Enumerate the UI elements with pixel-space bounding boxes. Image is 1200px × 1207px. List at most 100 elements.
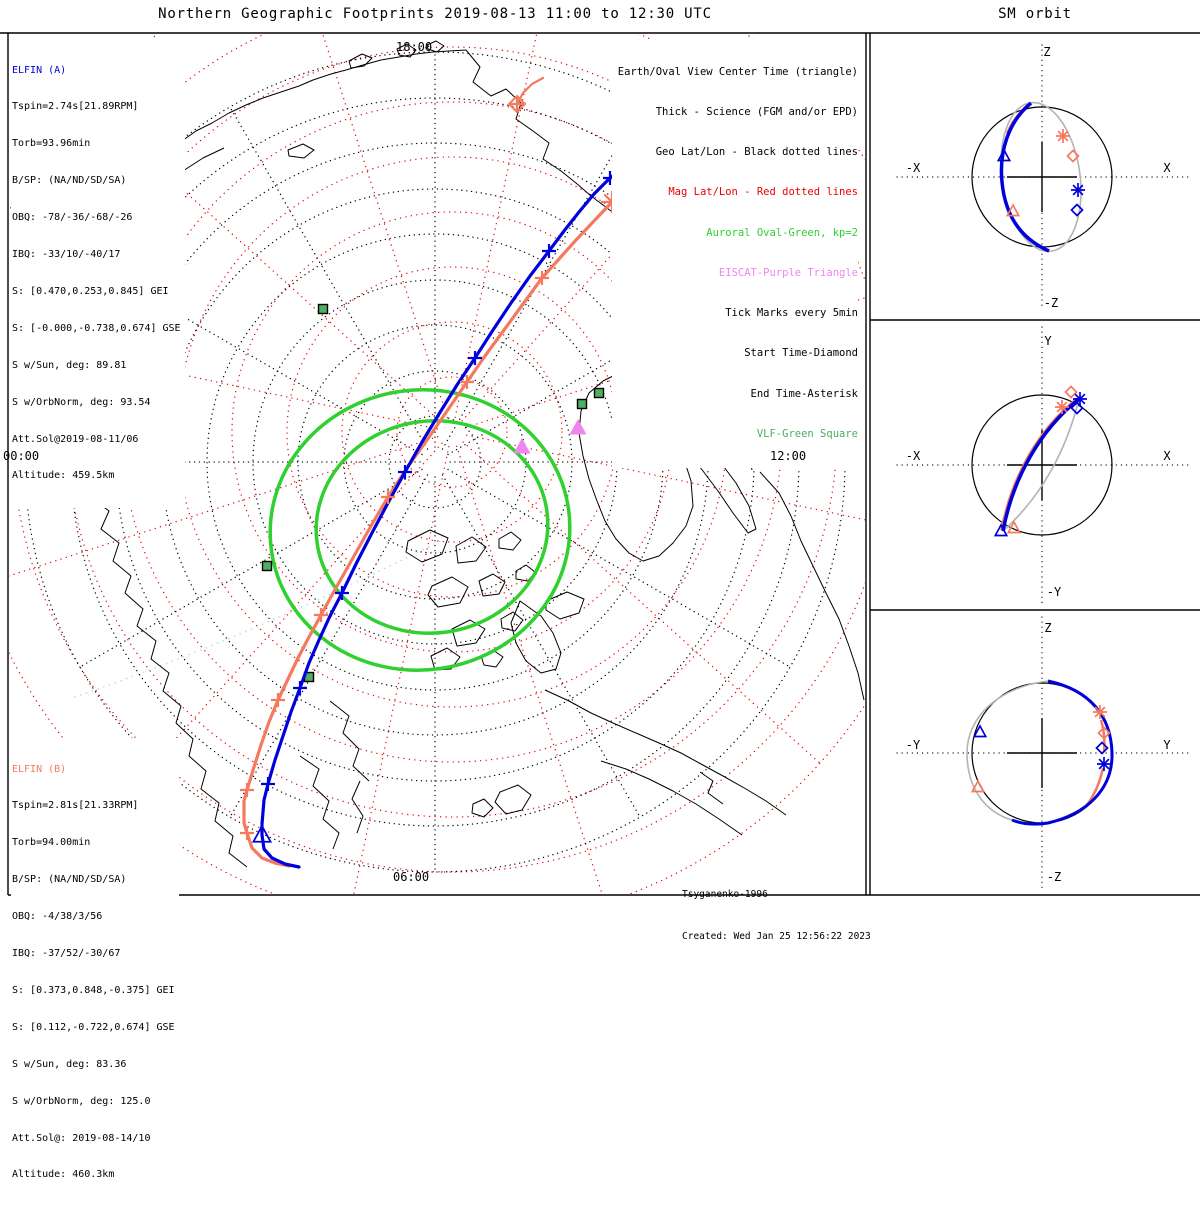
asterisk-marker [1056, 129, 1070, 143]
hour-label-0600: 06:00 [393, 870, 430, 884]
diamond-marker [1064, 385, 1078, 399]
vlf-square [261, 560, 273, 572]
vlf-square [317, 303, 329, 315]
axis-label: X [1163, 161, 1171, 175]
elfin-a-title: ELFIN (A) [12, 64, 67, 76]
elfin-a-line: S w/Sun, deg: 89.81 [12, 359, 127, 371]
triangle-marker [996, 148, 1012, 162]
footprint-tracks [242, 76, 669, 869]
axis-label: -X [905, 449, 921, 463]
auroral-oval [268, 388, 572, 672]
axis-label: -Z [1046, 870, 1062, 884]
auroral-oval-outer [268, 388, 572, 672]
legend-item: Tick Marks every 5min [725, 307, 858, 320]
elfin-b-line: S: [0.373,0.848,-0.375] GEI [12, 984, 175, 996]
legend-item: Geo Lat/Lon - Black dotted lines [655, 146, 858, 159]
eiscat-triangles [513, 418, 587, 454]
orbit-blue-arc [999, 101, 1050, 253]
vlf-squares [261, 303, 605, 683]
legend-item: Mag Lat/Lon - Red dotted lines [668, 186, 858, 199]
axis-label: Z [1044, 621, 1052, 635]
start-time-marker [507, 94, 527, 114]
elfin-b-line: S w/Sun, deg: 83.36 [12, 1058, 127, 1070]
legend-item: Earth/Oval View Center Time (triangle) [617, 65, 858, 78]
elfin_b-tick [510, 97, 524, 111]
vlf-square [576, 398, 588, 410]
elfin-a-line: B/SP: (NA/ND/SD/SA) [12, 175, 127, 187]
triangle-marker [513, 437, 531, 454]
triangle-marker [993, 523, 1009, 537]
triangle-marker [569, 418, 587, 435]
elfin-b-line: B/SP: (NA/ND/SD/SA) [12, 874, 127, 886]
elfin-a-line: Torb=93.96min [12, 138, 91, 150]
asterisk-marker [1097, 757, 1111, 771]
panel-borders [0, 32, 1200, 896]
legend-item: VLF-Green Square [756, 427, 858, 440]
triangle-marker [1006, 520, 1022, 534]
auroral-oval-inner [314, 419, 550, 635]
map-legend: Earth/Oval View Center Time (triangle) T… [611, 39, 858, 468]
axis-label: Y [1044, 334, 1052, 348]
asterisk-marker [1093, 705, 1107, 719]
oval-view-center-time-marker [251, 824, 273, 843]
hour-label-0000: 00:00 [3, 449, 40, 463]
elfin_a-tick [335, 586, 349, 600]
elfin-b-line: Tspin=2.81s[21.33RPM] [12, 800, 139, 812]
elfin-a-line: S: [-0.000,-0.738,0.674] GSE [12, 322, 181, 334]
elfin-a-line: S w/OrbNorm, deg: 93.54 [12, 396, 151, 408]
sm-orbit-title: SM orbit [998, 6, 1072, 22]
orbit-coral-segment [1000, 397, 1078, 531]
orbit-coral-segment [1085, 719, 1106, 807]
elfin-a-line: Altitude: 459.5km [12, 470, 115, 482]
center-cross [1007, 142, 1077, 212]
map-footer: Tsyganenko-1996 Created: Wed Jan 25 12:5… [682, 860, 871, 972]
asterisk-marker [1071, 183, 1085, 197]
elfin_a-tick [293, 681, 307, 695]
axis-label: Y [1163, 738, 1171, 752]
orbit-gray [966, 680, 1049, 821]
orbit-blue-arc [1011, 679, 1114, 826]
diamond-marker [1070, 203, 1084, 217]
elfin-b-line: S w/OrbNorm, deg: 125.0 [12, 1095, 151, 1107]
terminator-line [74, 539, 443, 698]
elfin_b-tick [535, 271, 549, 285]
elfin_b-tick [460, 375, 474, 389]
legend-item: Start Time-Diamond [744, 347, 858, 360]
sm-panel-markers [970, 129, 1111, 793]
legend-item: End Time-Asterisk [750, 387, 858, 400]
triangle-marker [1005, 203, 1021, 217]
axis-label: -Y [905, 738, 921, 752]
diamond-marker [1070, 401, 1084, 415]
sm-panel-xy [896, 326, 1191, 604]
triangle-marker [970, 779, 986, 793]
figure-canvas: Northern Geographic Footprints 2019-08-1… [0, 6, 1200, 1181]
axis-label: X [1163, 449, 1171, 463]
elfin-b-line: Torb=94.00min [12, 837, 91, 849]
vlf-square [593, 387, 605, 399]
triangle-marker [972, 724, 988, 738]
legend-item: Thick - Science (FGM and/or EPD) [655, 106, 858, 119]
hour-label-1200: 12:00 [770, 449, 807, 463]
created-timestamp: Created: Wed Jan 25 12:56:22 2023 [682, 931, 871, 942]
elfin_a-tick [261, 777, 275, 791]
elfin_b-tick [240, 783, 254, 797]
hour-label-1800: 18:00 [396, 40, 433, 54]
figure-title: Northern Geographic Footprints 2019-08-1… [158, 6, 712, 22]
elfin_b-tick [240, 826, 254, 840]
axis-label: -Z [1043, 296, 1059, 310]
elfin_a-tick [542, 244, 556, 258]
orbit-gray [1002, 398, 1080, 532]
elfin-b-line: IBQ: -37/52/-30/67 [12, 948, 121, 960]
diamond-marker [1066, 149, 1080, 163]
elfin-b-title: ELFIN (B) [12, 763, 67, 775]
elfin-b-line: Att.Sol@: 2019-08-14/10 [12, 1132, 151, 1144]
field-model-label: Tsyganenko-1996 [682, 889, 768, 900]
legend-item: EISCAT-Purple Triangle [718, 266, 858, 279]
elfin_b-tick [314, 608, 328, 622]
sm-panel-yz [896, 616, 1191, 892]
elfin-a-line: Tspin=2.74s[21.89RPM] [12, 101, 139, 113]
center-cross [1007, 430, 1077, 500]
legend-item: Auroral Oval-Green, kp=2 [706, 226, 858, 239]
center-cross [1007, 718, 1077, 788]
axis-label: -Y [1046, 585, 1062, 599]
